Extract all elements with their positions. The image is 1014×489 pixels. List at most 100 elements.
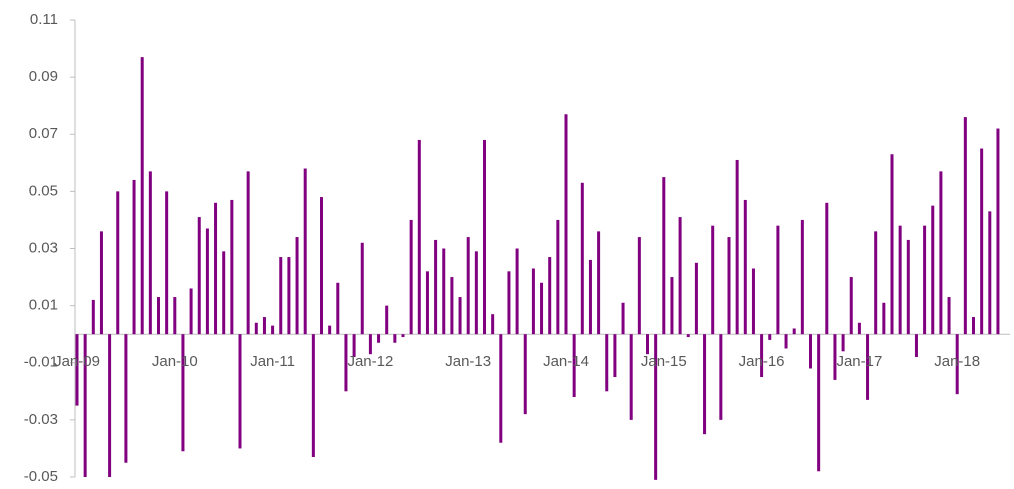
- bar: [262, 317, 266, 335]
- bar: [295, 237, 299, 335]
- y-tick-label: -0.05: [24, 468, 58, 485]
- bar: [165, 191, 169, 335]
- bar: [311, 334, 315, 458]
- bar: [238, 334, 242, 449]
- bar: [214, 202, 218, 335]
- bar: [792, 328, 796, 335]
- bar: [197, 217, 201, 335]
- bar: [597, 231, 601, 335]
- bar: [613, 334, 617, 378]
- bar: [181, 334, 185, 452]
- bar: [980, 148, 984, 335]
- bar: [108, 334, 112, 477]
- bar: [711, 225, 715, 335]
- bar: [988, 211, 992, 335]
- x-tick-label: Jan-12: [347, 353, 393, 370]
- bar: [474, 251, 478, 335]
- bar: [955, 334, 959, 395]
- bar: [442, 248, 446, 335]
- bar: [678, 217, 682, 335]
- y-tick-label: 0.01: [29, 297, 58, 314]
- bar: [760, 334, 764, 378]
- x-tick-label: Jan-09: [54, 353, 100, 370]
- bar: [336, 282, 340, 335]
- bar: [189, 288, 193, 335]
- bar: [963, 117, 967, 335]
- bar: [540, 282, 544, 335]
- y-tick-label: 0.05: [29, 182, 58, 199]
- bar: [637, 237, 641, 335]
- bar: [849, 277, 853, 335]
- bar: [825, 202, 829, 335]
- bar: [157, 297, 160, 335]
- bar: [254, 322, 258, 335]
- bar: [132, 179, 136, 335]
- bar: [515, 248, 519, 335]
- bar: [841, 334, 845, 352]
- x-tick-label: Jan-10: [152, 353, 198, 370]
- bar: [523, 334, 527, 415]
- bar: [833, 334, 837, 380]
- bar: [784, 334, 788, 349]
- x-tick-label: Jan-14: [543, 353, 589, 370]
- bar: [939, 171, 943, 335]
- bar: [385, 305, 389, 335]
- bar: [417, 139, 421, 335]
- bar: [857, 322, 861, 335]
- bar: [629, 334, 633, 420]
- bar: [368, 334, 372, 355]
- bar: [401, 334, 405, 338]
- bar: [116, 191, 120, 335]
- bar: [572, 334, 576, 398]
- bar: [743, 199, 747, 335]
- bar: [972, 317, 975, 335]
- bar: [800, 219, 804, 335]
- bar: [548, 257, 552, 335]
- x-tick-label: Jan-11: [250, 353, 295, 370]
- bar: [205, 228, 209, 335]
- bar: [809, 334, 812, 369]
- x-tick-label: Jan-17: [836, 353, 882, 370]
- bar: [279, 257, 283, 335]
- y-tick-label: 0.11: [30, 11, 58, 28]
- bar: [931, 205, 935, 335]
- bar: [996, 128, 1000, 335]
- bar: [352, 334, 356, 358]
- bar: [580, 182, 584, 335]
- bar: [727, 237, 731, 335]
- bar: [377, 334, 381, 343]
- bar: [360, 242, 364, 335]
- bar: [499, 334, 503, 443]
- bar: [621, 302, 625, 335]
- x-tick-label: Jan-15: [641, 353, 687, 370]
- bar: [646, 334, 649, 355]
- y-tick-label: 0.09: [29, 68, 58, 85]
- bar: [491, 314, 495, 335]
- bar: [328, 325, 332, 335]
- bar: [923, 225, 927, 335]
- bar: [75, 334, 79, 406]
- bar: [914, 334, 918, 358]
- bar: [694, 262, 698, 335]
- bar: [287, 257, 291, 335]
- bar: [91, 299, 95, 335]
- bar: [124, 334, 128, 463]
- bar: [434, 239, 438, 335]
- bar: [564, 114, 568, 335]
- bar: [703, 334, 707, 435]
- bar: [751, 268, 755, 335]
- bar: [320, 197, 323, 335]
- bar: [466, 237, 470, 335]
- y-tick-label: 0.03: [29, 239, 58, 256]
- bar: [83, 334, 87, 477]
- bar: [458, 297, 462, 335]
- bar: [99, 231, 103, 335]
- bar: [866, 334, 870, 400]
- bar: [719, 334, 723, 420]
- bar: [662, 177, 666, 335]
- x-tick-label: Jan-18: [934, 353, 980, 370]
- y-tick-label: -0.03: [24, 411, 58, 428]
- bar: [271, 325, 275, 335]
- bar: [148, 171, 152, 335]
